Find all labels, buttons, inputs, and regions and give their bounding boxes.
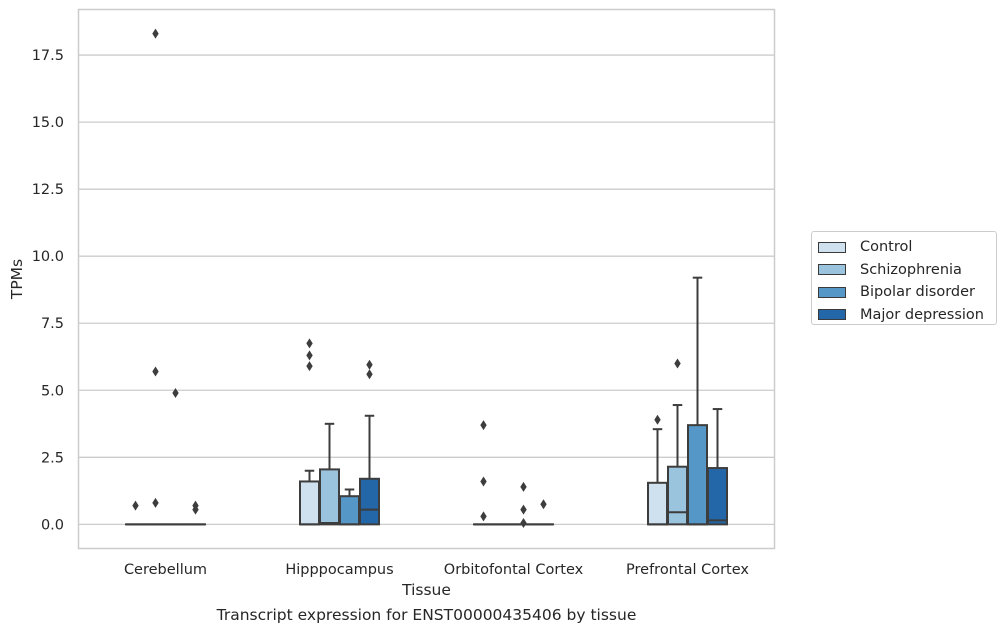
legend-swatch: [818, 264, 846, 276]
outlier-point: [306, 338, 313, 349]
x-axis-label: Tissue: [401, 581, 451, 599]
outlier-point: [152, 366, 159, 377]
box-control: [647, 414, 668, 526]
box-body: [359, 477, 380, 526]
legend-item: Control: [818, 236, 996, 259]
x-tick-labels: Cerebellum Hipppocampus Orbitofontal Corte…: [124, 562, 749, 578]
y-tick-label: 15.0: [32, 115, 64, 131]
outlier-point: [480, 476, 487, 487]
boxes: [125, 28, 728, 529]
outlier-point: [480, 420, 487, 431]
box-body: [647, 481, 668, 526]
box-body: [667, 465, 688, 526]
box-control: [473, 420, 494, 526]
box-major-depression: [359, 359, 380, 526]
outlier-point: [520, 504, 527, 515]
y-tick-label: 2.5: [41, 450, 64, 466]
legend-label: Major depression: [860, 306, 984, 323]
box-body: [299, 480, 320, 526]
y-tick-label: 10.0: [32, 249, 64, 265]
y-tick-label: 0.0: [41, 517, 64, 533]
legend-item: Bipolar disorder: [818, 281, 996, 304]
legend: Control Schizophrenia Bipolar disorder Majo…: [811, 231, 997, 325]
outlier-point: [520, 518, 527, 529]
legend-label: Bipolar disorder: [860, 284, 975, 301]
box-bipolar-disorder: [687, 276, 708, 526]
outlier-point: [306, 350, 313, 361]
legend-swatch: [818, 309, 846, 321]
outlier-point: [132, 500, 139, 511]
outlier-point: [520, 481, 527, 492]
outlier-point: [654, 414, 661, 425]
legend-label: Schizophrenia: [860, 261, 962, 278]
box-schizophrenia: [667, 358, 688, 526]
box-major-depression: [533, 499, 554, 526]
x-tick-label: Cerebellum: [124, 562, 207, 578]
outlier-point: [480, 511, 487, 522]
x-tick-label: Orbitofontal Cortex: [444, 562, 584, 578]
y-tick-label: 12.5: [32, 182, 64, 198]
y-axis-label: TPMs: [8, 259, 26, 300]
x-tick-label: Hipppocampus: [285, 562, 393, 578]
chart-caption: Transcript expression for ENST0000043540…: [216, 606, 637, 624]
plot-frame: [77, 8, 776, 550]
y-tick-label: 7.5: [41, 316, 64, 332]
y-tick-labels: 0.0 2.5 5.0 7.5 10.0 12.5 15.0 17.5: [32, 48, 64, 533]
x-tick-label: Prefrontal Cortex: [626, 562, 749, 578]
box-bipolar-disorder: [165, 387, 186, 526]
outlier-point: [366, 359, 373, 370]
outlier-point: [540, 499, 547, 510]
legend-label: Control: [860, 239, 913, 256]
box-schizophrenia: [145, 28, 166, 526]
box-control: [299, 338, 320, 526]
box-major-depression: [185, 500, 206, 526]
outlier-point: [674, 358, 681, 369]
legend-item: Schizophrenia: [818, 259, 996, 282]
outlier-point: [152, 28, 159, 39]
box-body: [339, 495, 360, 526]
grid-lines: [78, 54, 775, 526]
box-body: [687, 424, 708, 526]
legend-swatch: [818, 241, 846, 253]
box-bipolar-disorder: [339, 488, 360, 526]
outlier-point: [152, 497, 159, 508]
legend-item: Major depression: [818, 304, 996, 327]
box-control: [125, 500, 146, 526]
outlier-point: [306, 361, 313, 372]
outlier-point: [366, 369, 373, 380]
y-tick-label: 17.5: [32, 48, 64, 64]
box-body: [707, 467, 728, 526]
box-body: [319, 468, 340, 526]
outlier-point: [172, 387, 179, 398]
box-schizophrenia: [319, 422, 340, 526]
y-tick-label: 5.0: [41, 383, 64, 399]
outlier-point: [192, 500, 199, 511]
box-major-depression: [707, 408, 728, 526]
box-bipolar-disorder: [513, 481, 534, 529]
legend-swatch: [818, 286, 846, 298]
